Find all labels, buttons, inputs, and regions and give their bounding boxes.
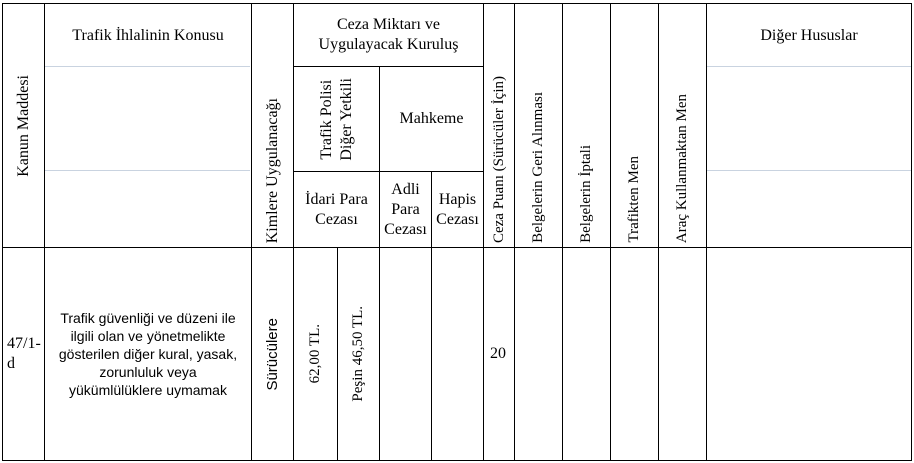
header-diger-label: Diğer Hususlar [760, 27, 858, 44]
header-trafik-polisi-line1: Trafik Polisi [317, 79, 335, 159]
header-trafikten-men-label: Trafikten Men [626, 156, 642, 243]
header-trafik-polisi-line2: Diğer Yetkili [337, 77, 355, 161]
header-adli-line1: Adli [391, 180, 420, 198]
cell-kanun-madde: 47/1- d [2, 247, 44, 461]
header-arac-men: Araç Kullanmaktan Men [658, 3, 706, 247]
header-ceza-miktari-line1: Ceza Miktarı ve [336, 16, 441, 33]
cell-idari-ceza: 62,00 TL. [293, 247, 337, 461]
header-kimlere: Kimlere Uygulanacağı [251, 3, 293, 247]
header-ceza-puani: Ceza Puanı (Sürücüler İçin) [483, 3, 514, 247]
header-konu-label: Trafik İhlalinin Konusu [72, 27, 224, 44]
header-iptali: Belgelerin İptali [562, 3, 610, 247]
cell-iptali [562, 247, 610, 461]
cell-kimlere-text: Sürücülere [264, 317, 281, 391]
header-trafikten-men: Trafikten Men [610, 3, 658, 247]
header-ceza-miktari: Ceza Miktarı ve Uygulayacak Kuruluş [293, 3, 483, 66]
cell-ceza-puani-text: 20 [490, 345, 506, 362]
cell-geri-alinmasi [514, 247, 562, 461]
header-geri-alinmasi: Belgelerin Geri Alınması [514, 3, 562, 247]
cell-konu-text: Trafik güvenliği ve düzeni ile ilgili ol… [58, 310, 238, 398]
header-geri-alinmasi-label: Belgelerin Geri Alınması [530, 92, 546, 243]
header-diger: Diğer Hususlar [706, 3, 912, 247]
header-konu: Trafik İhlalinin Konusu [44, 3, 251, 247]
header-kanun-maddesi: Kanun Maddesi [2, 3, 44, 247]
header-trafik-polisi: Trafik Polisi Diğer Yetkili [293, 66, 379, 171]
header-hapis-line1: Hapis [438, 190, 477, 208]
cell-pesin-text: Peşin 46,50 TL. [350, 306, 366, 402]
cell-hapis [431, 247, 483, 461]
header-adli-line3: Cezası [384, 220, 427, 238]
cell-konu: Trafik güvenliği ve düzeni ile ilgili ol… [44, 247, 251, 461]
cell-adli [379, 247, 431, 461]
cell-kimlere: Sürücülere [251, 247, 293, 461]
header-mahkeme: Mahkeme [379, 66, 483, 171]
cell-ceza-puani: 20 [483, 247, 514, 461]
cell-diger [706, 247, 912, 461]
header-adli-line2: Para [391, 200, 420, 218]
header-idari-line1: İdari Para [305, 190, 368, 208]
cell-idari-ceza-text: 62,00 TL. [307, 324, 323, 384]
header-mahkeme-label: Mahkeme [399, 110, 464, 127]
header-ceza-miktari-line2: Uygulayacak Kuruluş [318, 36, 459, 53]
cell-trafikten-men [610, 247, 658, 461]
header-hapis-line2: Cezası [436, 210, 479, 228]
header-iptali-label: Belgelerin İptali [578, 145, 594, 243]
cell-arac-men [658, 247, 706, 461]
cell-kanun-madde-line2: d [7, 355, 15, 372]
header-kimlere-label: Kimlere Uygulanacağı [263, 97, 281, 243]
header-trafik-polisi-text: Trafik Polisi Diğer Yetkili [317, 78, 357, 161]
header-hapis: Hapis Cezası [431, 171, 483, 247]
header-adli-para: Adli Para Cezası [379, 171, 431, 247]
header-idari-para: İdari Para Cezası [293, 171, 379, 247]
cell-kanun-madde-line1: 47/1- [7, 335, 41, 352]
header-idari-line2: Cezası [315, 210, 358, 228]
header-arac-men-label: Araç Kullanmaktan Men [674, 93, 690, 243]
cell-pesin: Peşin 46,50 TL. [337, 247, 379, 461]
header-kanun-maddesi-label: Kanun Maddesi [14, 74, 32, 177]
header-ceza-puani-label: Ceza Puanı (Sürücüler İçin) [490, 75, 507, 243]
